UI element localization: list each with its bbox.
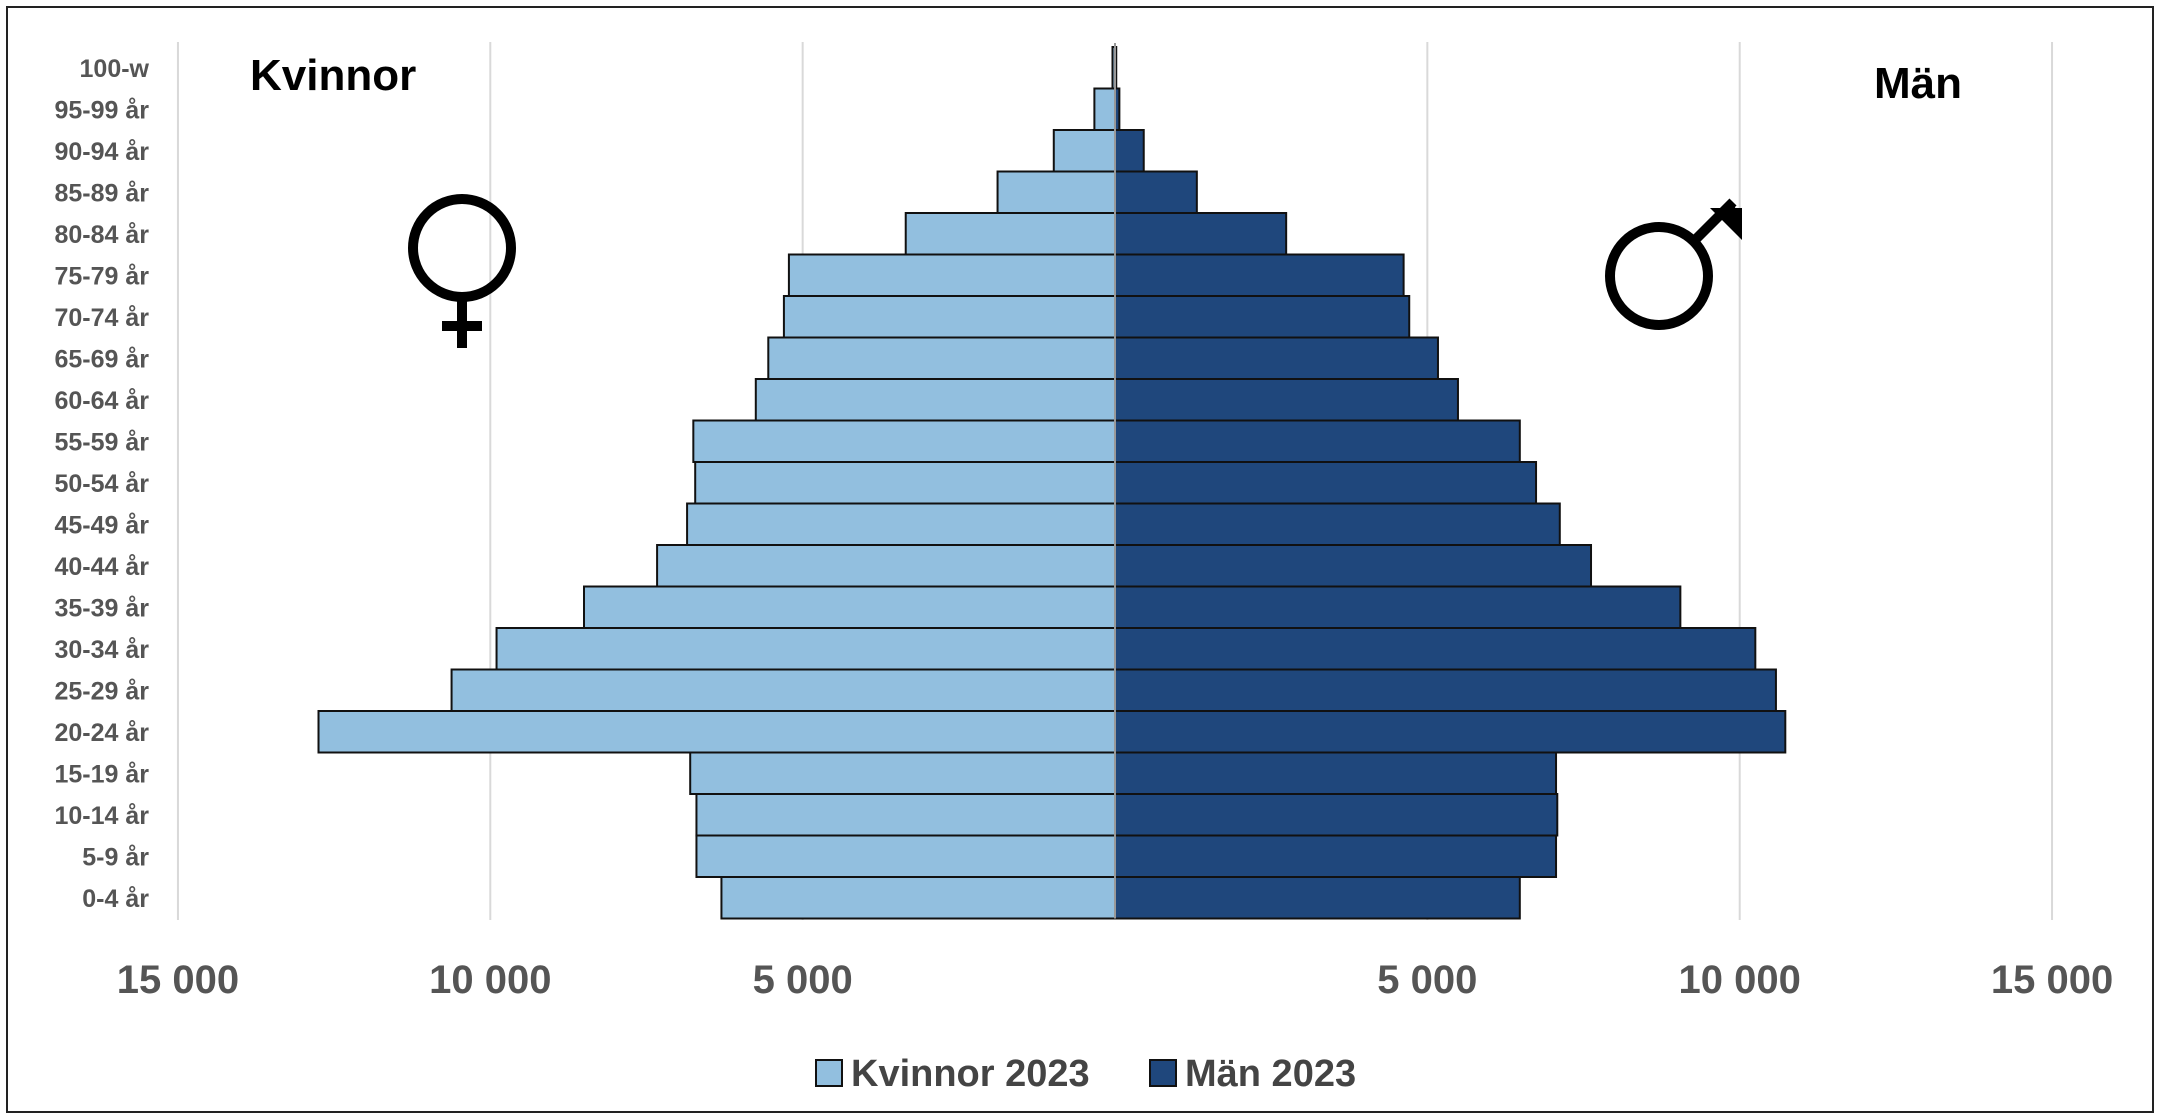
- age-tick-labels: 0-4 år 5-9 år 10-14 år 15-19 år 20-24 år 25-2…: [54, 55, 149, 913]
- bar-men: [1114, 295, 1411, 339]
- age-tick-label: 100-w: [80, 55, 150, 83]
- x-tick-label: 10 000: [429, 958, 551, 1002]
- x-tick-label: 5 000: [1377, 958, 1477, 1002]
- bar-women: [686, 502, 1116, 546]
- bar-men: [1114, 585, 1682, 629]
- population-pyramid-chart: 0-4 år 5-9 år 10-14 år 15-19 år 20-24 år 25-2…: [54, 42, 2113, 1095]
- x-tick-label: 15 000: [1991, 958, 2113, 1002]
- bar-men: [1114, 751, 1558, 795]
- bar-men: [1114, 212, 1288, 256]
- male-symbol-icon: [1605, 198, 1742, 330]
- bar-men: [1114, 544, 1593, 588]
- bar-men: [1114, 876, 1521, 920]
- legend-label: Kvinnor 2023: [851, 1053, 1090, 1095]
- age-tick-label: 75-79 år: [54, 262, 149, 290]
- bar-men: [1114, 627, 1757, 671]
- age-tick-label: 30-34 år: [54, 636, 149, 664]
- age-tick-label: 95-99 år: [54, 96, 149, 124]
- bar-women: [656, 544, 1116, 588]
- legend-swatch: [1149, 1059, 1177, 1087]
- age-tick-label: 40-44 år: [54, 553, 149, 581]
- x-tick-label: 5 000: [753, 958, 853, 1002]
- age-tick-label: 80-84 år: [54, 221, 149, 249]
- age-tick-label: 10-14 år: [54, 802, 149, 830]
- legend-label: Män 2023: [1185, 1053, 1356, 1095]
- age-tick-label: 70-74 år: [54, 304, 149, 332]
- legend-swatch: [815, 1059, 843, 1087]
- female-symbol-icon: [408, 194, 516, 348]
- bar-men: [1114, 419, 1521, 463]
- bar-men: [1114, 253, 1405, 297]
- age-tick-label: 55-59 år: [54, 428, 149, 456]
- bar-men: [1114, 170, 1198, 214]
- x-tick-label: 15 000: [117, 958, 239, 1002]
- x-tick-label: 10 000: [1679, 958, 1801, 1002]
- bar-men: [1114, 129, 1145, 173]
- bar-men: [1114, 336, 1439, 380]
- bar-women: [787, 253, 1117, 297]
- chart-frame: 0-4 år 5-9 år 10-14 år 15-19 år 20-24 år 25-2…: [6, 6, 2154, 1113]
- side-label-women: Kvinnor: [250, 51, 416, 100]
- x-tick-labels: 15 000 10 000 5 000 5 000 10 000 15 000: [117, 958, 2113, 1002]
- side-label-men: Män: [1874, 59, 1962, 108]
- bar-women: [1093, 87, 1116, 131]
- bar-women: [782, 295, 1116, 339]
- bars: [317, 46, 1787, 920]
- age-tick-label: 50-54 år: [54, 470, 149, 498]
- age-tick-label: 25-29 år: [54, 677, 149, 705]
- age-tick-label: 90-94 år: [54, 138, 149, 166]
- bar-women: [1052, 129, 1117, 173]
- bar-women: [720, 876, 1117, 920]
- age-tick-label: 85-89 år: [54, 179, 149, 207]
- age-tick-label: 60-64 år: [54, 387, 149, 415]
- bar-women: [695, 834, 1116, 878]
- age-tick-label: 15-19 år: [54, 760, 149, 788]
- bar-men: [1114, 793, 1559, 837]
- bar-men: [1114, 668, 1777, 712]
- age-tick-label: 20-24 år: [54, 719, 149, 747]
- age-tick-label: 5-9 år: [82, 843, 149, 871]
- bar-men: [1114, 834, 1558, 878]
- bar-women: [689, 751, 1116, 795]
- bar-women: [996, 170, 1116, 214]
- bar-men: [1114, 378, 1459, 422]
- age-tick-label: 35-39 år: [54, 594, 149, 622]
- bar-women: [904, 212, 1117, 256]
- age-tick-label: 45-49 år: [54, 511, 149, 539]
- age-tick-label: 0-4 år: [82, 885, 149, 913]
- bar-men: [1114, 710, 1787, 754]
- bar-men: [1114, 502, 1561, 546]
- bar-women: [450, 668, 1116, 712]
- bar-women: [695, 793, 1116, 837]
- bar-men: [1114, 461, 1538, 505]
- bar-women: [317, 710, 1116, 754]
- bar-women: [692, 419, 1116, 463]
- bar-women: [495, 627, 1116, 671]
- age-tick-label: 65-69 år: [54, 345, 149, 373]
- bar-women: [583, 585, 1116, 629]
- bar-women: [694, 461, 1116, 505]
- legend: Kvinnor 2023 Män 2023: [815, 1053, 1356, 1095]
- bar-women: [754, 378, 1116, 422]
- bar-women: [767, 336, 1116, 380]
